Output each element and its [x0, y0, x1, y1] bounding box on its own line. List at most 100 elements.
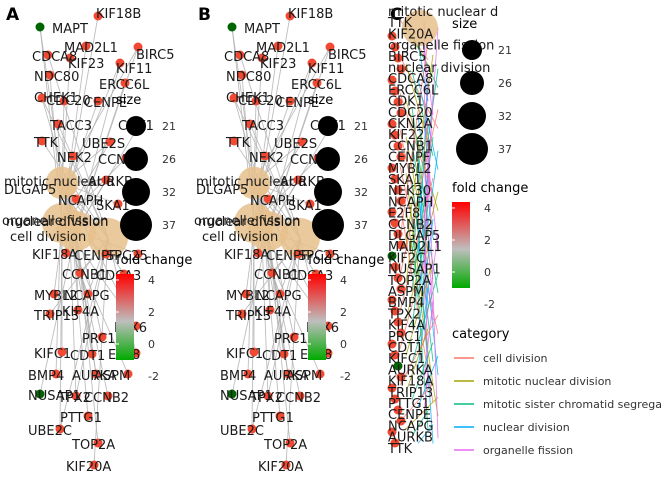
edge [405, 54, 434, 247]
panel-tag: A [6, 5, 20, 25]
gene-label: KIF20A [66, 460, 111, 475]
gene-label: NCAPG [64, 289, 110, 304]
category-node [280, 218, 320, 258]
gene-label: PTTG1 [252, 411, 294, 426]
edge [411, 342, 434, 400]
gene-node [245, 119, 255, 129]
edge [39, 230, 77, 395]
edge [411, 68, 439, 254]
gene-node [393, 141, 403, 151]
gene-label: TPX2 [249, 391, 283, 406]
color-legend-label: 4 [148, 274, 155, 287]
edge [417, 219, 434, 334]
gene-node [49, 289, 59, 299]
category-label: cell division [202, 230, 278, 245]
gene-label: ASPM [286, 369, 322, 384]
gene-label: SKA1 [96, 199, 130, 214]
edge [411, 205, 429, 327]
size-legend-dot [462, 40, 482, 60]
gene-label: AURKB [88, 175, 133, 190]
gene-label: NEK30 [388, 184, 431, 199]
gene-label: TACC3 [241, 119, 284, 134]
color-legend-bar [452, 202, 470, 288]
category-node [251, 179, 269, 197]
gene-label: KIF4A [388, 319, 425, 334]
gene-label: KIF18A [388, 375, 433, 390]
gene-label: CCNB2 [388, 218, 433, 233]
gene-label: TACC3 [49, 119, 92, 134]
panel-tags: A B C [6, 5, 402, 25]
gene-label: MAD2L1 [388, 240, 442, 255]
gene-node [35, 22, 45, 32]
gene-node [51, 369, 61, 379]
gene-label: MAPT [244, 22, 280, 37]
edge [411, 107, 429, 225]
gene-label: CHEK1 [226, 91, 270, 106]
edge [411, 410, 429, 437]
gene-label: CKN2A [388, 117, 433, 132]
gene-label: mitotic nuclear d [388, 5, 498, 20]
color-legend-label: 2 [484, 234, 491, 247]
category-node [402, 10, 438, 46]
gene-node [133, 42, 143, 52]
gene-node [289, 332, 299, 342]
edge [417, 424, 434, 444]
size-legend-label: 26 [162, 153, 176, 166]
gene-label: KIF18B [288, 7, 333, 22]
category-nodes [42, 166, 320, 258]
gene-node [101, 249, 111, 259]
gene-label: BIRC5 [388, 50, 427, 65]
color-legend-label: 4 [484, 202, 491, 215]
gene-label: ASPM [388, 285, 424, 300]
gene-node [393, 405, 403, 415]
size-legend-dot [316, 147, 340, 171]
gene-label: AURKB [280, 175, 325, 190]
edge [249, 123, 301, 239]
gene-label: CENPE [388, 408, 431, 423]
edge [59, 222, 63, 430]
edge [75, 62, 121, 232]
gene-label: NUSAP1 [388, 263, 441, 278]
gene-label: KIFC1 [226, 347, 263, 362]
gene-node [396, 372, 406, 382]
gene-node [89, 460, 99, 470]
color-legend-title: fold change [452, 181, 528, 196]
gene-label: BIRC5 [328, 48, 367, 63]
category-label: DLGAP5 [196, 183, 248, 198]
edge [405, 396, 439, 430]
edge [399, 177, 434, 313]
gene-label: BMP4 [220, 369, 256, 384]
gene-label: CDC20 [238, 94, 283, 109]
gene-label: AURKA [72, 369, 117, 384]
gene-node [53, 119, 63, 129]
category-label: nuclear division [198, 215, 300, 230]
gene-node [297, 137, 307, 147]
color-legend-label: 0 [340, 338, 347, 351]
gene-node [263, 194, 273, 204]
gene-node [65, 53, 75, 63]
gene-label: TRIP13 [225, 309, 271, 324]
gene-node [387, 251, 397, 261]
gene-label: BIRC5 [136, 48, 175, 63]
gene-node [97, 332, 107, 342]
gene-node [227, 22, 237, 32]
gene-label: PTTG1 [388, 397, 430, 412]
edge [399, 383, 434, 422]
edge [61, 46, 139, 184]
gene-label: CDC20 [388, 106, 433, 121]
gene-label: TRIP13 [387, 386, 433, 401]
gene-label: KIF4A [254, 305, 291, 320]
color-legend-label: -2 [484, 298, 495, 311]
gene-node [267, 268, 277, 278]
gene-node [37, 136, 47, 146]
gene-label: UBE2S [274, 137, 317, 152]
gene-label: UBE2C [220, 424, 264, 439]
gene-label: DLGAP5 [388, 229, 440, 244]
panel-tag: C [390, 5, 402, 25]
category-legend-label: organelle fission [483, 444, 573, 457]
gene-node [91, 369, 101, 379]
gene-node [93, 96, 103, 106]
gene-node [101, 175, 111, 185]
gene-label: KIF23 [68, 57, 104, 72]
edge [39, 26, 63, 184]
